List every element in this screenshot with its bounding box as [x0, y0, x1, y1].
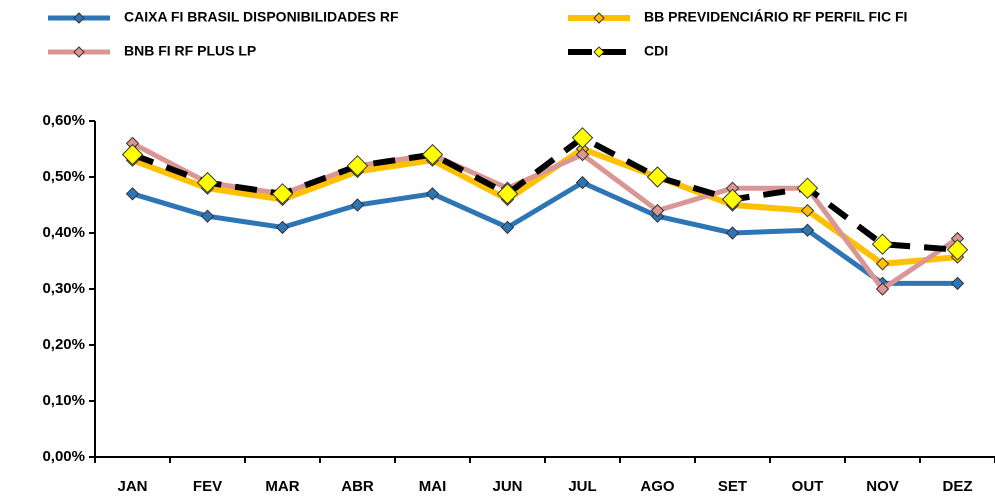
x-tick-label: NOV: [866, 478, 899, 495]
marker: [725, 226, 740, 240]
x-tick-label: SET: [718, 478, 747, 495]
legend-marker: [593, 12, 605, 24]
series-line: [131, 141, 959, 292]
marker: [950, 276, 965, 291]
legend-label: CDI: [644, 43, 668, 59]
legend-label: BNB FI RF PLUS LP: [124, 43, 256, 59]
marker: [125, 187, 140, 201]
x-tick-label: JUN: [492, 478, 522, 495]
marker: [121, 143, 144, 166]
x-tick-label: OUT: [792, 478, 824, 495]
marker: [875, 257, 890, 271]
x-tick-label: MAI: [419, 478, 447, 495]
marker: [271, 183, 294, 205]
marker: [946, 239, 969, 261]
y-tick-label: 0,10%: [42, 392, 85, 409]
marker: [575, 175, 590, 190]
y-tick-label: 0,20%: [42, 336, 85, 353]
series-line: [131, 180, 958, 286]
marker: [346, 155, 369, 177]
y-tick-label: 0,40%: [42, 224, 85, 241]
marker: [646, 166, 669, 188]
marker: [350, 198, 365, 212]
marker: [496, 183, 519, 205]
series-line: [131, 134, 958, 253]
legend-marker: [593, 46, 605, 58]
marker: [721, 188, 744, 211]
legend-marker: [73, 46, 85, 58]
x-tick-label: MAR: [265, 478, 299, 495]
legend-label: CAIXA FI BRASIL DISPONIBILIDADES RF: [124, 9, 399, 25]
marker: [575, 147, 590, 162]
x-tick-label: FEV: [193, 478, 222, 495]
marker: [650, 203, 665, 218]
marker: [421, 143, 444, 166]
marker: [871, 233, 894, 255]
x-tick-label: AGO: [640, 478, 675, 495]
marker: [200, 209, 215, 223]
marker: [796, 177, 819, 199]
marker: [425, 187, 440, 201]
legend-label: BB PREVIDENCIÁRIO RF PERFIL FIC FI: [644, 9, 907, 25]
marker: [875, 282, 890, 296]
legend-marker: [73, 12, 85, 24]
marker: [800, 203, 815, 218]
y-tick-label: 0,00%: [42, 448, 85, 465]
marker: [800, 223, 815, 237]
x-tick-label: DEZ: [943, 478, 973, 495]
x-tick-label: JUL: [568, 478, 596, 495]
series-line: [131, 146, 958, 267]
marker: [275, 220, 290, 235]
y-tick-label: 0,30%: [42, 280, 85, 297]
marker: [500, 220, 515, 235]
marker: [571, 127, 594, 149]
x-tick-label: ABR: [341, 478, 374, 495]
y-tick-label: 0,60%: [42, 112, 85, 129]
x-tick-label: JAN: [117, 478, 147, 495]
marker: [196, 171, 219, 194]
y-tick-label: 0,50%: [42, 168, 85, 185]
